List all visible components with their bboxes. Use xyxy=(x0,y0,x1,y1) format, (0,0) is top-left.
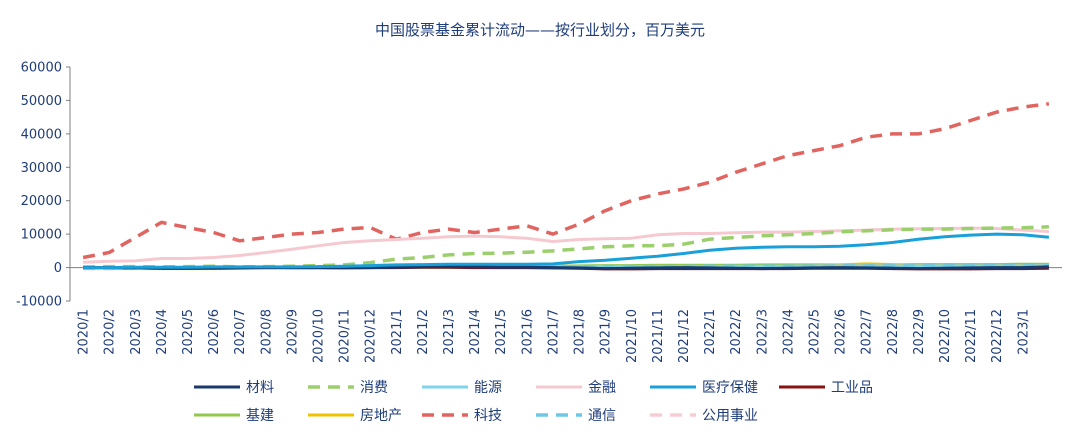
x-tick-label: 2020/4 xyxy=(155,309,170,355)
x-tick-label: 2020/8 xyxy=(259,309,274,355)
x-tick-label: 2022/4 xyxy=(781,309,796,355)
x-tick-label: 2021/8 xyxy=(573,309,588,355)
y-tick-label: 0 xyxy=(54,261,62,276)
legend-label: 材料 xyxy=(246,380,274,396)
chart-title: 中国股票基金累计流动——按行业划分，百万美元 xyxy=(375,21,705,39)
x-tick-label: 2022/6 xyxy=(834,309,849,355)
x-tick-label: 2020/11 xyxy=(338,309,353,363)
legend-label: 能源 xyxy=(474,380,502,396)
series-line-1 xyxy=(83,225,1049,269)
series-line-4 xyxy=(83,232,1050,270)
x-tick-label: 2020/5 xyxy=(181,309,196,355)
x-tick-label: 2021/2 xyxy=(416,309,431,355)
x-tick-label: 2021/12 xyxy=(677,309,692,363)
x-tick-label: 2021/6 xyxy=(520,309,535,355)
x-tick-label: 2022/1 xyxy=(703,309,718,355)
x-tick-label: 2021/7 xyxy=(546,309,561,355)
y-axis: -10000 0 10000 20000 30000 40000 50000 60000 xyxy=(16,61,71,310)
x-tick-label: 2020/3 xyxy=(129,309,144,355)
x-tick-label: 2023/1 xyxy=(1016,309,1031,355)
y-tick-label: 60000 xyxy=(21,61,62,76)
series-lines xyxy=(82,102,1050,271)
y-tick-label: 30000 xyxy=(21,161,62,176)
y-tick-label: 50000 xyxy=(21,94,62,109)
x-axis: 2020/1 2020/2 2020/3 2020/4 2020/5 2020/6 2020… xyxy=(70,267,1062,363)
x-tick-label: 2022/3 xyxy=(755,309,770,355)
x-tick-label: 2022/9 xyxy=(912,309,927,355)
y-tick-label: -10000 xyxy=(16,295,62,310)
y-tick-label: 40000 xyxy=(21,127,62,142)
legend-label: 通信 xyxy=(588,408,616,424)
legend-label: 工业品 xyxy=(831,380,873,396)
legend-label: 科技 xyxy=(474,408,502,424)
x-tick-label: 2022/10 xyxy=(938,309,953,363)
legend-label: 房地产 xyxy=(360,408,402,424)
x-tick-label: 2022/12 xyxy=(990,309,1005,363)
x-tick-label: 2022/7 xyxy=(860,309,875,355)
legend-label: 医疗保健 xyxy=(702,380,758,396)
legend-label: 消费 xyxy=(360,380,388,396)
x-tick-label: 2020/10 xyxy=(312,309,327,363)
x-tick-label: 2022/5 xyxy=(808,309,823,355)
series-line-8 xyxy=(82,102,1050,260)
x-tick-label: 2020/9 xyxy=(285,309,300,355)
x-tick-label: 2020/2 xyxy=(103,309,118,355)
x-tick-label: 2021/9 xyxy=(599,309,614,355)
x-tick-label: 2020/1 xyxy=(77,309,92,355)
x-tick-label: 2022/8 xyxy=(886,309,901,355)
legend-label: 基建 xyxy=(246,407,274,424)
x-tick-label: 2021/1 xyxy=(390,309,405,355)
y-tick-label: 10000 xyxy=(21,228,62,243)
y-tick-label: 20000 xyxy=(21,194,62,209)
series-line-3 xyxy=(83,226,1049,264)
x-tick-label: 2020/7 xyxy=(233,309,248,355)
x-tick-label: 2021/11 xyxy=(651,309,666,363)
x-tick-label: 2021/3 xyxy=(442,309,457,355)
x-tick-label: 2020/6 xyxy=(207,309,222,355)
x-tick-label: 2020/12 xyxy=(364,309,379,363)
x-tick-label: 2021/5 xyxy=(494,309,509,355)
legend-label: 金融 xyxy=(588,380,616,396)
legend-label: 公用事业 xyxy=(702,408,758,424)
x-tick-label: 2022/11 xyxy=(964,309,979,363)
x-tick-label: 2021/10 xyxy=(625,309,640,363)
x-tick-label: 2022/2 xyxy=(729,309,744,355)
x-tick-label: 2021/4 xyxy=(468,309,483,355)
